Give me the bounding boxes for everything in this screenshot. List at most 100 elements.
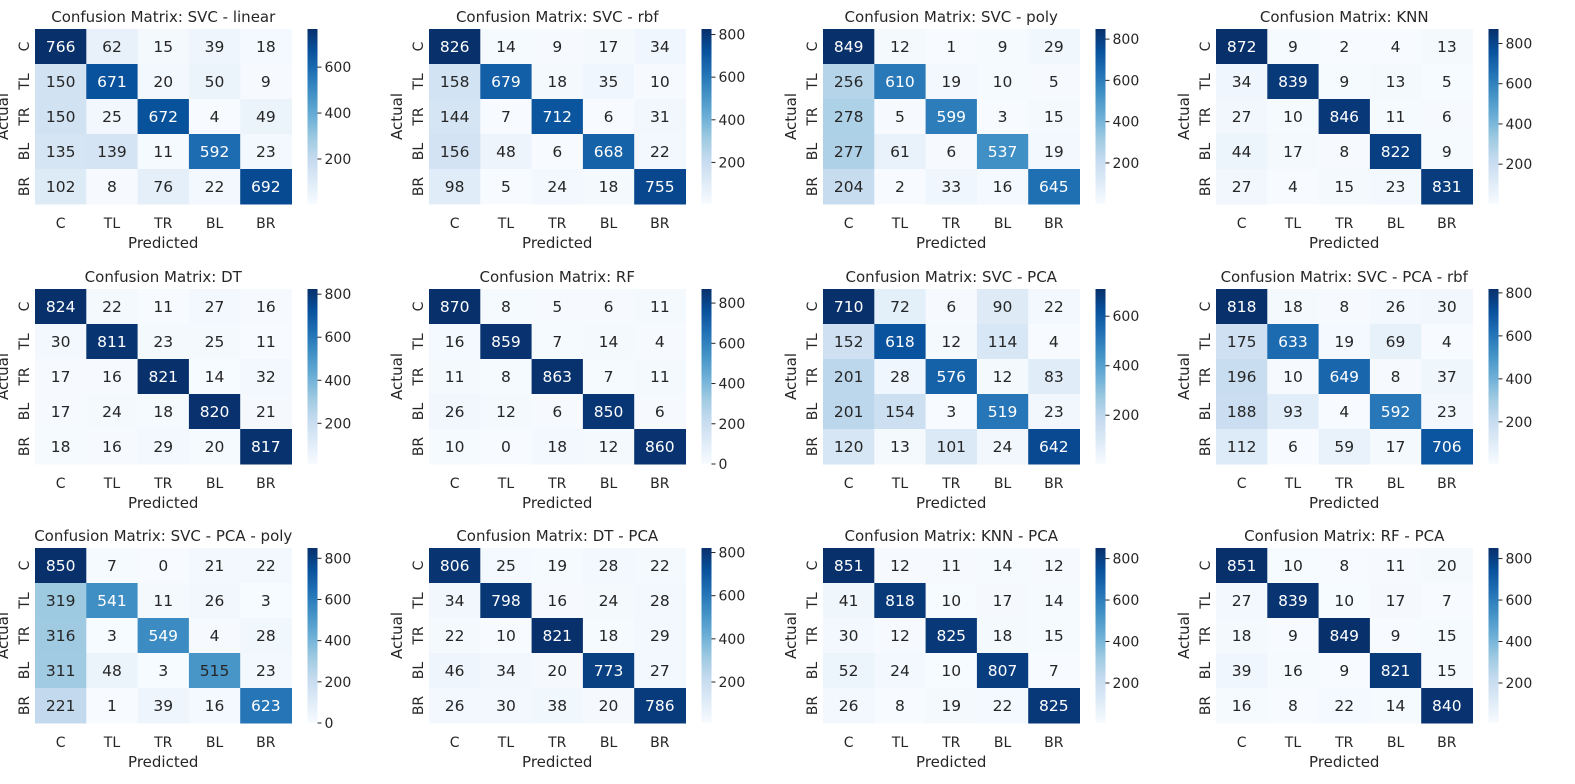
cell-value-label: 19 (547, 557, 567, 575)
cell-value-label: 33 (941, 178, 961, 196)
heatmap-cell (1421, 169, 1473, 205)
heatmap-cell (1369, 64, 1422, 100)
heatmap-cell (582, 359, 635, 395)
cell-value-label: 18 (51, 438, 71, 456)
x-axis-label: Predicted (128, 234, 198, 252)
colorbar-tick-label: 600 (719, 70, 746, 86)
x-tick-label: C (56, 476, 66, 492)
x-tick-label: TL (1284, 735, 1302, 751)
heatmap-cell (874, 169, 927, 205)
colorbar-tick-label: 800 (325, 551, 352, 567)
cell-value-label: 30 (51, 333, 71, 351)
heatmap-cell (1318, 29, 1371, 65)
y-tick-label: BL (411, 662, 427, 680)
colorbar-tick-label: 400 (1113, 635, 1140, 651)
heatmap-cell (582, 289, 635, 325)
heatmap-cell (1028, 583, 1080, 619)
cell-value-label: 9 (552, 38, 562, 56)
y-tick-label: BL (411, 143, 427, 161)
colorbar-tick-label: 400 (1506, 372, 1533, 388)
heatmap-cell (1028, 29, 1080, 65)
heatmap-cell (823, 688, 875, 724)
confusion-matrix-panel: Confusion Matrix: SVC - rbf 826 14 9 17 34 158… (388, 8, 745, 252)
y-tick-label: C (411, 560, 427, 570)
y-tick-label: BR (1198, 696, 1214, 716)
heatmap-cell (634, 429, 686, 465)
cell-value-label: 39 (153, 697, 173, 715)
y-tick-label: TL (1198, 592, 1214, 610)
x-axis-label: Predicted (128, 494, 198, 512)
heatmap-cell (1318, 548, 1371, 584)
cell-value-label: 28 (890, 368, 910, 386)
heatmap-cell (188, 688, 241, 724)
cell-value-label: 72 (890, 298, 910, 316)
cell-value-label: 44 (1232, 143, 1252, 161)
cell-value-label: 17 (993, 592, 1013, 610)
cell-value-label: 62 (102, 38, 122, 56)
heatmap-cell (1421, 29, 1473, 65)
cell-value-label: 818 (885, 592, 915, 610)
y-tick-label: TR (805, 367, 821, 387)
heatmap-cell (582, 29, 635, 65)
heatmap-cell (1216, 583, 1268, 619)
y-tick-label: BL (805, 662, 821, 680)
cell-value-label: 649 (1329, 368, 1359, 386)
heatmap-cell (976, 99, 1029, 135)
heatmap-cell (1216, 64, 1268, 100)
colorbar (1488, 29, 1499, 204)
cell-value-label: 11 (650, 298, 670, 316)
y-axis-label: Actual (388, 93, 406, 140)
cell-value-label: 16 (102, 368, 122, 386)
y-tick-label: C (17, 301, 33, 311)
y-tick-label: BR (1198, 177, 1214, 197)
heatmap-cell (1267, 583, 1320, 619)
heatmap-cell (1028, 394, 1080, 430)
cell-value-label: 196 (1227, 368, 1257, 386)
cell-value-label: 11 (941, 557, 961, 575)
heatmap-cell (240, 289, 292, 325)
cell-value-label: 22 (1044, 298, 1064, 316)
cell-value-label: 710 (834, 298, 864, 316)
cell-value-label: 6 (1442, 108, 1452, 126)
cell-value-label: 9 (1339, 73, 1349, 91)
heatmap-cell (1318, 583, 1371, 619)
heatmap-cell (1267, 29, 1320, 65)
heatmap-cell (240, 29, 292, 65)
cell-value-label: 10 (941, 592, 961, 610)
heatmap-cell (582, 169, 635, 205)
cell-value-label: 10 (993, 73, 1013, 91)
cell-value-label: 839 (1278, 592, 1308, 610)
cell-value-label: 870 (440, 298, 470, 316)
cell-value-label: 69 (1386, 333, 1406, 351)
cell-value-label: 825 (936, 627, 966, 645)
cell-value-label: 826 (440, 38, 470, 56)
heatmap-cell (582, 394, 635, 430)
cell-value-label: 12 (890, 38, 910, 56)
heatmap-cell (480, 29, 533, 65)
heatmap-cell (976, 688, 1029, 724)
heatmap-cell (1318, 359, 1371, 395)
heatmap-cell (1318, 134, 1371, 170)
cell-value-label: 840 (1432, 697, 1462, 715)
cell-value-label: 20 (1437, 557, 1457, 575)
cell-value-label: 4 (1391, 38, 1401, 56)
heatmap-cell (976, 134, 1029, 170)
cell-value-label: 16 (445, 333, 465, 351)
heatmap-cell (429, 289, 481, 325)
cell-value-label: 24 (890, 662, 910, 680)
colorbar-tick-label: 200 (1506, 157, 1533, 173)
cell-value-label: 34 (1232, 73, 1252, 91)
cell-value-label: 11 (153, 592, 173, 610)
heatmap-cell (188, 618, 241, 654)
cell-value-label: 7 (1442, 592, 1452, 610)
cell-value-label: 19 (1334, 333, 1354, 351)
cell-value-label: 18 (993, 627, 1013, 645)
heatmap-cell (1369, 394, 1422, 430)
heatmap-cell (1421, 548, 1473, 584)
heatmap-cell (823, 653, 875, 689)
x-tick-label: BR (1437, 735, 1457, 751)
x-tick-label: BR (1437, 216, 1457, 232)
heatmap-cell (429, 618, 481, 654)
cell-value-label: 592 (200, 143, 230, 161)
